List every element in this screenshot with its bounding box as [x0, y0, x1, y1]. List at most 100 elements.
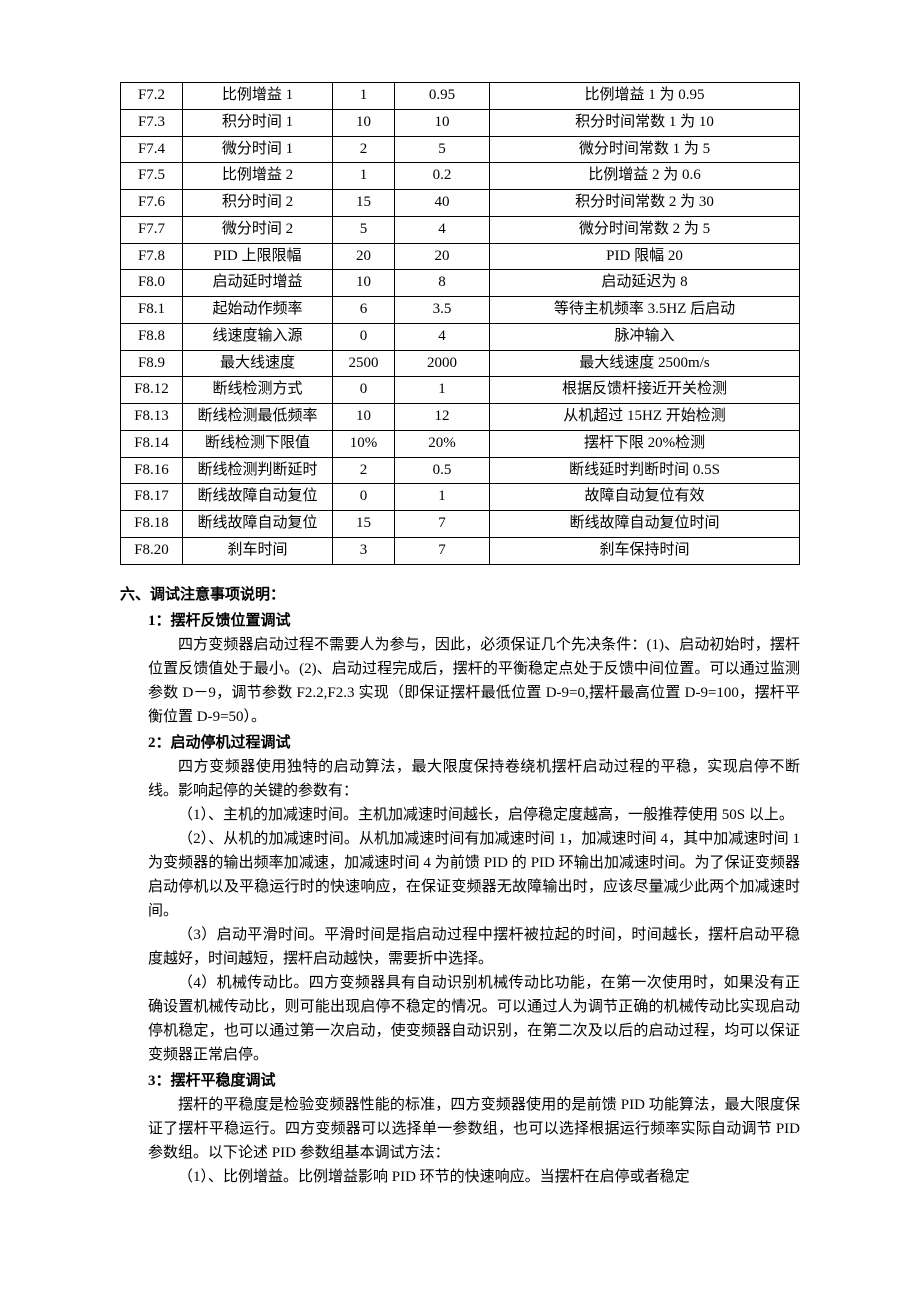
- table-row: F8.13断线检测最低频率1012从机超过 15HZ 开始检测: [121, 404, 800, 431]
- table-cell: 40: [395, 190, 490, 217]
- table-cell: 积分时间常数 1 为 10: [490, 109, 800, 136]
- table-row: F7.4微分时间 125微分时间常数 1 为 5: [121, 136, 800, 163]
- sub1-title: 1：摆杆反馈位置调试: [120, 609, 800, 633]
- table-cell: 微分时间 1: [183, 136, 333, 163]
- table-cell: 10: [333, 270, 395, 297]
- table-cell: F8.13: [121, 404, 183, 431]
- table-cell: F8.12: [121, 377, 183, 404]
- sub3-p2: （1）、比例增益。比例增益影响 PID 环节的快速响应。当摆杆在启停或者稳定: [120, 1165, 800, 1189]
- table-cell: 根据反馈杆接近开关检测: [490, 377, 800, 404]
- table-cell: 20%: [395, 430, 490, 457]
- table-cell: 4: [395, 323, 490, 350]
- table-cell: 断线延时判断时间 0.5S: [490, 457, 800, 484]
- sub3-p1: 摆杆的平稳度是检验变频器性能的标准，四方变频器使用的是前馈 PID 功能算法，最…: [120, 1093, 800, 1165]
- table-row: F7.8PID 上限限幅2020PID 限幅 20: [121, 243, 800, 270]
- table-cell: F8.8: [121, 323, 183, 350]
- table-cell: F8.9: [121, 350, 183, 377]
- table-cell: 0.95: [395, 83, 490, 110]
- table-cell: F7.5: [121, 163, 183, 190]
- table-row: F8.9最大线速度25002000最大线速度 2500m/s: [121, 350, 800, 377]
- table-cell: 积分时间常数 2 为 30: [490, 190, 800, 217]
- table-cell: 1: [333, 163, 395, 190]
- table-cell: 比例增益 1: [183, 83, 333, 110]
- table-cell: 2000: [395, 350, 490, 377]
- table-cell: 启动延时增益: [183, 270, 333, 297]
- table-cell: F8.1: [121, 297, 183, 324]
- table-row: F7.3积分时间 11010积分时间常数 1 为 10: [121, 109, 800, 136]
- table-row: F8.1起始动作频率63.5等待主机频率 3.5HZ 后启动: [121, 297, 800, 324]
- table-cell: PID 限幅 20: [490, 243, 800, 270]
- table-cell: F7.8: [121, 243, 183, 270]
- table-cell: 20: [333, 243, 395, 270]
- sub2-p1: 四方变频器使用独特的启动算法，最大限度保持卷绕机摆杆启动过程的平稳，实现启停不断…: [120, 755, 800, 803]
- document-page: F7.2比例增益 110.95比例增益 1 为 0.95F7.3积分时间 110…: [0, 0, 920, 1302]
- table-row: F7.5比例增益 210.2比例增益 2 为 0.6: [121, 163, 800, 190]
- table-cell: 7: [395, 511, 490, 538]
- table-cell: 6: [333, 297, 395, 324]
- table-cell: 断线故障自动复位时间: [490, 511, 800, 538]
- table-row: F8.18断线故障自动复位157断线故障自动复位时间: [121, 511, 800, 538]
- table-cell: PID 上限限幅: [183, 243, 333, 270]
- table-cell: 4: [395, 216, 490, 243]
- table-cell: 断线检测判断延时: [183, 457, 333, 484]
- section-6: 六、调试注意事项说明： 1：摆杆反馈位置调试 四方变频器启动过程不需要人为参与，…: [120, 583, 800, 1189]
- table-cell: F7.2: [121, 83, 183, 110]
- table-cell: 断线检测下限值: [183, 430, 333, 457]
- table-row: F8.17断线故障自动复位01故障自动复位有效: [121, 484, 800, 511]
- sub2-p2: （1）、主机的加减速时间。主机加减速时间越长，启停稳定度越高，一般推荐使用 50…: [120, 803, 800, 827]
- table-row: F7.2比例增益 110.95比例增益 1 为 0.95: [121, 83, 800, 110]
- table-cell: 0: [333, 484, 395, 511]
- table-cell: 比例增益 2: [183, 163, 333, 190]
- table-cell: F8.0: [121, 270, 183, 297]
- table-cell: F8.18: [121, 511, 183, 538]
- table-cell: 3: [333, 537, 395, 564]
- table-cell: 从机超过 15HZ 开始检测: [490, 404, 800, 431]
- table-cell: 微分时间常数 2 为 5: [490, 216, 800, 243]
- table-cell: 0: [333, 323, 395, 350]
- table-cell: 微分时间常数 1 为 5: [490, 136, 800, 163]
- table-cell: 故障自动复位有效: [490, 484, 800, 511]
- table-cell: 积分时间 1: [183, 109, 333, 136]
- sub2-p4: （3）启动平滑时间。平滑时间是指启动过程中摆杆被拉起的时间，时间越长，摆杆启动平…: [120, 923, 800, 971]
- table-cell: 断线检测方式: [183, 377, 333, 404]
- table-cell: 1: [395, 377, 490, 404]
- sub3-title: 3：摆杆平稳度调试: [120, 1069, 800, 1093]
- table-cell: 最大线速度 2500m/s: [490, 350, 800, 377]
- table-cell: 15: [333, 190, 395, 217]
- table-cell: 7: [395, 537, 490, 564]
- table-cell: 最大线速度: [183, 350, 333, 377]
- table-cell: 12: [395, 404, 490, 431]
- table-cell: 5: [333, 216, 395, 243]
- sub1-p1: 四方变频器启动过程不需要人为参与，因此，必须保证几个先决条件：(1)、启动初始时…: [120, 633, 800, 729]
- table-cell: F7.3: [121, 109, 183, 136]
- table-cell: 10: [395, 109, 490, 136]
- table-row: F7.6积分时间 21540积分时间常数 2 为 30: [121, 190, 800, 217]
- table-cell: F8.14: [121, 430, 183, 457]
- table-cell: 8: [395, 270, 490, 297]
- table-cell: 刹车时间: [183, 537, 333, 564]
- table-cell: F8.16: [121, 457, 183, 484]
- table-cell: 线速度输入源: [183, 323, 333, 350]
- table-row: F8.0启动延时增益108启动延迟为 8: [121, 270, 800, 297]
- table-cell: 3.5: [395, 297, 490, 324]
- section-6-heading: 六、调试注意事项说明：: [120, 583, 800, 607]
- table-cell: 断线检测最低频率: [183, 404, 333, 431]
- parameter-table: F7.2比例增益 110.95比例增益 1 为 0.95F7.3积分时间 110…: [120, 82, 800, 565]
- table-cell: 20: [395, 243, 490, 270]
- table-cell: 起始动作频率: [183, 297, 333, 324]
- table-cell: 积分时间 2: [183, 190, 333, 217]
- table-cell: 比例增益 2 为 0.6: [490, 163, 800, 190]
- table-cell: 0.2: [395, 163, 490, 190]
- table-row: F8.14断线检测下限值10%20%摆杆下限 20%检测: [121, 430, 800, 457]
- table-cell: 10: [333, 109, 395, 136]
- table-cell: F7.6: [121, 190, 183, 217]
- table-row: F8.8线速度输入源04脉冲输入: [121, 323, 800, 350]
- table-cell: 0.5: [395, 457, 490, 484]
- table-cell: 脉冲输入: [490, 323, 800, 350]
- table-cell: 刹车保持时间: [490, 537, 800, 564]
- table-cell: 断线故障自动复位: [183, 511, 333, 538]
- table-cell: 等待主机频率 3.5HZ 后启动: [490, 297, 800, 324]
- table-cell: 2: [333, 457, 395, 484]
- table-cell: 启动延迟为 8: [490, 270, 800, 297]
- table-cell: 断线故障自动复位: [183, 484, 333, 511]
